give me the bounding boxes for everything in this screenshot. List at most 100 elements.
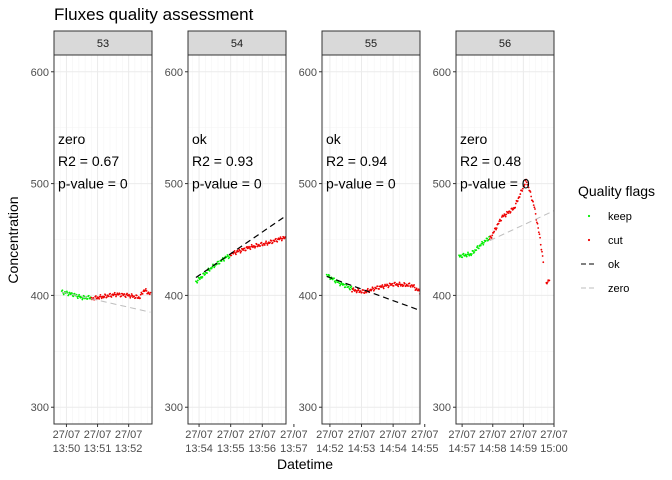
- cut-point: [135, 294, 138, 297]
- cut-point: [536, 222, 539, 225]
- cut-point: [532, 204, 535, 207]
- cut-point: [288, 237, 290, 239]
- cut-point: [278, 237, 281, 240]
- cut-point: [357, 289, 360, 292]
- cut-point: [355, 289, 357, 292]
- facet-strip-label: 54: [231, 38, 243, 50]
- keep-point: [461, 256, 464, 259]
- y-tick-label: 600: [299, 67, 317, 79]
- cut-point: [120, 295, 123, 298]
- cut-point: [518, 196, 521, 198]
- cut-point: [539, 236, 541, 239]
- keep-point: [204, 273, 206, 276]
- panel-content: [188, 55, 293, 424]
- cut-point: [98, 295, 101, 298]
- keep-point: [467, 251, 469, 254]
- facet-strip: [321, 30, 421, 56]
- cut-point: [422, 292, 424, 294]
- cut-point: [407, 285, 410, 287]
- cut-point: [362, 289, 365, 292]
- cut-point: [355, 291, 358, 294]
- cut-point: [123, 293, 126, 295]
- cut-point: [525, 178, 527, 181]
- keep-point: [338, 282, 341, 285]
- facet-strip: [53, 30, 153, 56]
- cut-point: [392, 284, 395, 287]
- cut-point: [107, 295, 110, 298]
- cut-point: [266, 244, 269, 246]
- cut-point: [424, 294, 426, 296]
- cut-point: [398, 281, 401, 284]
- cut-point: [147, 291, 150, 294]
- cut-point: [394, 281, 396, 284]
- keep-point: [202, 272, 205, 275]
- cut-point: [372, 287, 375, 290]
- legend: Quality flags keep cut ok zero: [578, 183, 655, 295]
- keep-point: [78, 293, 81, 296]
- panel-annotation: zero: [58, 131, 85, 147]
- cut-point: [98, 297, 101, 300]
- panel-content: [456, 55, 554, 424]
- cut-point: [275, 237, 277, 240]
- cut-point: [525, 181, 528, 184]
- cut-point: [424, 293, 426, 295]
- keep-point: [483, 241, 485, 244]
- cut-point: [491, 234, 494, 237]
- cut-point: [289, 237, 291, 239]
- cut-point: [507, 212, 510, 215]
- cut-point: [523, 185, 526, 188]
- cut-point: [276, 240, 279, 243]
- facet-strip-label: 53: [97, 38, 109, 50]
- cut-point: [94, 295, 97, 297]
- x-tick-label-date: 27/07: [411, 429, 439, 441]
- x-tick-label-time: 13:50: [53, 443, 81, 455]
- facet-panel-53: 53 zero R2 = 0.67 p-value = 0 300 400 500 600 27…: [31, 30, 153, 455]
- keep-point: [213, 266, 216, 269]
- y-tick-label: 300: [433, 402, 451, 414]
- cut-point: [100, 297, 103, 300]
- keep-point: [333, 277, 335, 280]
- panel-annotation: p-value = 0: [192, 176, 262, 192]
- cut-point: [259, 245, 262, 247]
- x-tick-label-date: 27/07: [84, 429, 112, 441]
- cut-point: [415, 287, 418, 290]
- cut-point: [521, 190, 524, 192]
- fit-line-ok: [326, 275, 420, 312]
- cut-point: [541, 255, 544, 257]
- cut-point: [269, 241, 271, 244]
- cut-point: [149, 291, 152, 294]
- keep-point: [73, 292, 76, 295]
- cut-point: [99, 294, 102, 296]
- cut-point: [402, 284, 405, 287]
- cut-point: [540, 248, 543, 251]
- facet-panel-54: 54 ok R2 = 0.93 p-value = 0 300 400 500 600 27/0…: [165, 30, 308, 455]
- cut-point: [263, 244, 266, 246]
- cut-point: [145, 289, 148, 292]
- cut-point: [413, 284, 415, 286]
- cut-point: [252, 246, 254, 249]
- keep-point: [477, 247, 480, 250]
- cut-point: [238, 249, 241, 252]
- fit-line-zero: [61, 291, 151, 313]
- cut-point: [361, 291, 363, 294]
- x-tick-label-time: 14:58: [479, 443, 507, 455]
- cut-point: [230, 254, 233, 257]
- cut-point: [401, 283, 404, 286]
- y-tick-label: 400: [299, 290, 317, 302]
- facet-panel-56: 56 zero R2 = 0.48 p-value = 0 300 400 500 600 27…: [433, 30, 568, 455]
- cut-point: [409, 285, 412, 288]
- keep-point: [196, 279, 199, 282]
- legend-label: zero: [608, 283, 629, 295]
- panel-content: [322, 55, 426, 424]
- cut-point: [534, 213, 537, 215]
- cut-point: [397, 283, 400, 286]
- keep-point: [71, 292, 73, 295]
- keep-point: [475, 249, 478, 252]
- keep-point: [206, 272, 208, 274]
- cut-point: [270, 240, 273, 242]
- keep-point: [487, 238, 490, 241]
- cut-point: [519, 193, 522, 195]
- cut-point: [493, 230, 496, 233]
- cut-point: [291, 238, 293, 240]
- cut-point: [533, 206, 536, 209]
